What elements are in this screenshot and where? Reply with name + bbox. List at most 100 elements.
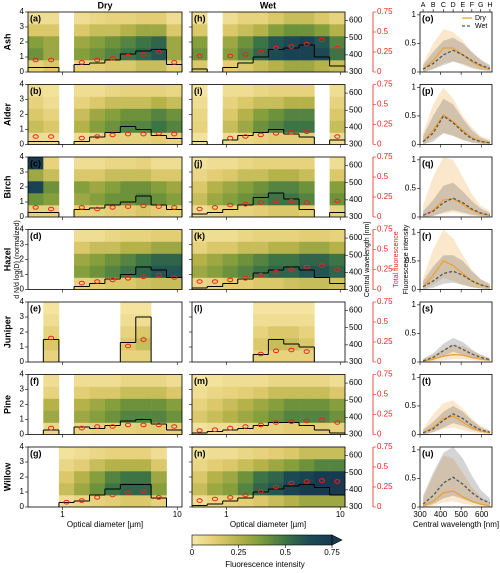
heatmap-cell — [207, 459, 224, 472]
spread-band — [423, 405, 490, 435]
heatmap-cell — [89, 96, 106, 109]
heatmap-cell — [268, 422, 285, 435]
heatmap-cell — [237, 483, 254, 496]
heatmap-cell — [314, 374, 330, 387]
heatmap-cell — [253, 157, 269, 170]
heatmap-cell — [104, 386, 121, 399]
x-axis-label: Central wavelength [nm] — [413, 520, 499, 529]
heatmap-cell — [237, 48, 254, 61]
fluorescence-median — [227, 425, 234, 431]
heatmap-cell — [166, 386, 183, 399]
x-tick-label: 1 — [224, 510, 229, 519]
heatmap-cell — [192, 374, 208, 387]
heatmap-cell — [74, 24, 90, 37]
heatmap-cell — [120, 374, 137, 387]
fluorescence-median — [242, 201, 249, 207]
heatmap-cell — [104, 265, 121, 278]
heatmap-cell — [151, 24, 167, 37]
heatmap-cell — [283, 314, 300, 327]
heatmap-cell — [237, 193, 254, 206]
spread-band — [423, 447, 490, 507]
heatmap-cell — [135, 398, 152, 411]
heatmap-cell — [43, 108, 60, 121]
heatmap-cell — [166, 265, 183, 278]
heatmap-cell — [253, 398, 269, 411]
heatmap-cell — [104, 398, 121, 411]
y-tick-label: 3 — [20, 167, 25, 176]
heatmap-cell — [151, 398, 167, 411]
fluorescence-median — [94, 206, 101, 212]
heatmap-cell — [237, 120, 254, 133]
fluorescence-median — [257, 132, 264, 138]
heatmap-cell — [222, 84, 239, 97]
heatmap-cell — [299, 24, 315, 37]
heatmap-cell — [253, 60, 269, 73]
heatmap-cell — [135, 60, 152, 73]
heatmap-cell — [28, 157, 44, 170]
heatmap-cell — [299, 459, 315, 472]
fluorescence-median — [48, 134, 55, 139]
y-tick-label: 0.5 — [405, 39, 417, 48]
x-tick-label: 400 — [434, 510, 448, 519]
channel-label: A — [421, 2, 426, 9]
heatmap-cell — [222, 205, 239, 218]
row-label: Pine — [2, 395, 12, 414]
y-tick-label: 1 — [412, 82, 417, 91]
row-label: Hazel — [2, 248, 12, 272]
heatmap-cell — [74, 253, 90, 266]
heatmap-cell — [151, 36, 167, 49]
heatmap-cell — [89, 108, 106, 121]
channel-label: G — [478, 2, 483, 9]
fluorescence-median — [211, 205, 219, 210]
heatmap-cell — [283, 205, 300, 218]
heatmap-cell — [89, 398, 106, 411]
y-tick-label: 0.5 — [405, 401, 417, 410]
heatmap-cell — [253, 265, 269, 278]
heatmap-cell — [299, 169, 315, 182]
heatmap-cell — [314, 447, 330, 460]
y2-tick-label: 400 — [349, 340, 363, 349]
fluorescence-median — [109, 277, 116, 283]
heatmap-cell — [299, 338, 315, 351]
heatmap-cell — [120, 132, 137, 145]
heatmap-cell — [237, 36, 254, 49]
heatmap-cell — [192, 471, 208, 484]
heatmap-cell — [237, 398, 254, 411]
heatmap-cell — [268, 374, 285, 387]
fluorescence-median — [78, 135, 85, 141]
y2-tick-label: 300 — [349, 67, 363, 76]
heatmap-cell — [43, 193, 60, 206]
y-tick-label: 0 — [412, 502, 417, 511]
spread-band — [423, 98, 490, 145]
y3-axis-label: Total fluorescence — [393, 231, 400, 288]
heatmap-cell — [135, 410, 152, 423]
fluorescence-median — [227, 277, 234, 283]
heatmap-cell — [104, 193, 121, 206]
heatmap-cell — [192, 193, 208, 206]
fluorescence-median — [303, 200, 310, 205]
heatmap-cell — [268, 48, 285, 61]
heatmap-cell — [207, 422, 224, 435]
heatmap-cell — [253, 108, 269, 121]
heatmap-cell — [192, 483, 208, 496]
heatmap-cell — [222, 96, 239, 109]
y-axis-label: d N/d log(D) (normalized) — [14, 220, 21, 299]
heatmap-cell — [104, 229, 121, 242]
heatmap-cell — [299, 193, 315, 206]
heatmap-cell — [151, 12, 167, 25]
fluorescence-median — [155, 422, 162, 428]
heatmap-cell — [268, 277, 285, 290]
heatmap-cell — [120, 96, 137, 109]
heatmap-cell — [104, 12, 121, 25]
heatmap-cell — [314, 398, 330, 411]
heatmap-cell — [89, 471, 106, 484]
heatmap-cell — [120, 229, 137, 242]
y-tick-label: 0 — [412, 285, 417, 294]
channel-label: E — [460, 2, 465, 9]
heatmap-cell — [43, 96, 60, 109]
panel-label: (k) — [194, 231, 205, 241]
heatmap-cell — [151, 410, 167, 423]
heatmap-cell — [43, 386, 60, 399]
heatmap-cell — [192, 398, 208, 411]
